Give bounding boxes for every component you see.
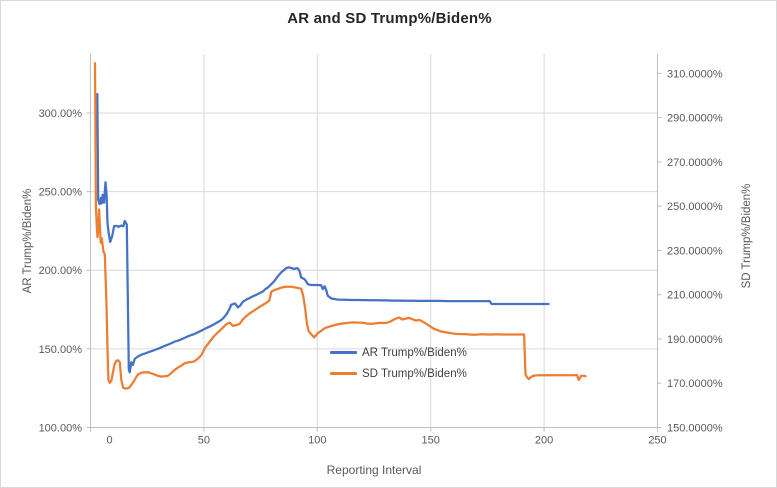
x-axis-tick-label: 0 — [106, 435, 112, 447]
right-axis-tick-label: 290.0000% — [667, 113, 723, 125]
x-axis-tick-label: 50 — [198, 435, 210, 447]
left-axis-title: AR Trump%/Biden% — [22, 188, 34, 294]
left-axis-tick-label: 100.00% — [39, 423, 83, 435]
right-axis-title: SD Trump%/Biden% — [741, 183, 753, 289]
right-axis-tick-label: 170.0000% — [667, 378, 723, 390]
legend-label-ar: AR Trump%/Biden% — [362, 346, 467, 359]
ar-series-swatch — [330, 351, 357, 354]
left-axis-tick-label: 150.00% — [39, 344, 83, 356]
x-axis-tick-label: 250 — [648, 435, 666, 447]
right-axis-tick-label: 190.0000% — [667, 334, 723, 346]
right-axis-tick-label: 210.0000% — [667, 290, 723, 302]
chart-title: AR and SD Trump%/Biden% — [287, 10, 492, 27]
x-axis-title: Reporting Interval — [326, 463, 422, 477]
x-axis-tick-label: 100 — [308, 435, 326, 447]
right-axis-tick-label: 250.0000% — [667, 201, 723, 213]
right-axis-tick-label: 230.0000% — [667, 245, 723, 257]
x-axis-tick-label: 150 — [422, 435, 440, 447]
legend: AR Trump%/Biden% SD Trump%/Biden% — [330, 342, 467, 384]
left-axis-tick-label: 300.00% — [39, 108, 83, 120]
right-axis-tick-label: 270.0000% — [667, 157, 723, 169]
x-axis-tick-label: 200 — [535, 435, 553, 447]
left-axis-tick-label: 200.00% — [39, 265, 83, 277]
right-axis-tick-label: 150.0000% — [667, 423, 723, 435]
right-axis-tick-label: 310.0000% — [667, 68, 723, 80]
sd-series-line — [93, 62, 587, 390]
legend-item-ar[interactable]: AR Trump%/Biden% — [330, 342, 467, 363]
ar-series-line — [96, 92, 550, 374]
legend-item-sd[interactable]: SD Trump%/Biden% — [330, 363, 467, 384]
legend-label-sd: SD Trump%/Biden% — [362, 367, 467, 380]
left-axis-tick-label: 250.00% — [39, 187, 83, 199]
sd-series-swatch — [330, 372, 357, 375]
